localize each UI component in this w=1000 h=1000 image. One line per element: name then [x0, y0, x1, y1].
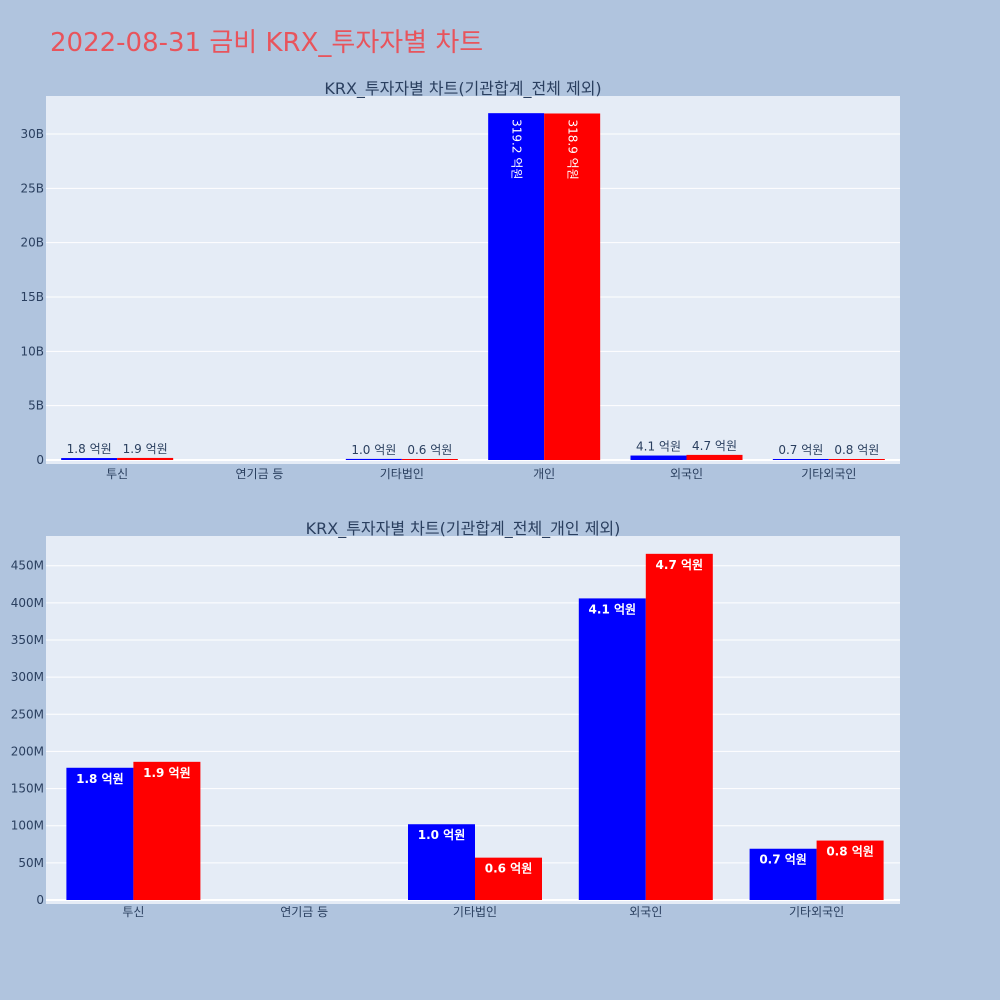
bar-value-label: 1.8 억원	[76, 772, 124, 786]
y-tick-label: 150M	[11, 782, 44, 796]
x-tick-label: 기타외국인	[789, 905, 844, 919]
bar-value-label: 0.6 억원	[485, 862, 533, 876]
x-tick-label: 연기금 등	[236, 467, 284, 481]
plot-area	[46, 96, 900, 464]
bar	[401, 459, 458, 460]
y-tick-label: 15B	[20, 290, 44, 304]
y-tick-label: 200M	[11, 744, 44, 758]
bar	[66, 767, 134, 900]
y-tick-label: 0	[36, 893, 44, 907]
bar	[544, 113, 601, 461]
bar-value-label: 319.2 억원	[510, 119, 524, 179]
y-tick-label: 50M	[18, 856, 44, 870]
chart-title: KRX_투자자별 차트(기관합계_전체_개인 제외)	[306, 519, 621, 539]
bar	[828, 459, 885, 460]
y-tick-label: 25B	[20, 181, 44, 195]
y-tick-label: 450M	[11, 559, 44, 573]
y-tick-label: 100M	[11, 819, 44, 833]
x-tick-label: 기타법인	[453, 905, 497, 919]
x-tick-label: 외국인	[670, 467, 703, 481]
x-tick-label: 개인	[533, 467, 555, 481]
x-tick-label: 기타외국인	[801, 467, 856, 481]
bar-value-label: 0.6 억원	[407, 443, 452, 457]
bar	[133, 761, 201, 900]
bar	[117, 457, 174, 460]
bar	[61, 458, 118, 460]
bar-value-label: 0.7 억원	[759, 853, 807, 867]
bar-value-label: 1.8 억원	[67, 442, 112, 456]
y-tick-label: 350M	[11, 633, 44, 647]
y-tick-label: 5B	[28, 399, 44, 413]
y-tick-label: 30B	[20, 127, 44, 141]
bar-value-label: 318.9 억원	[566, 119, 580, 179]
bar-value-label: 0.8 억원	[834, 443, 879, 457]
bar-value-label: 0.7 억원	[778, 443, 823, 457]
x-tick-label: 외국인	[629, 905, 662, 919]
bar-value-label: 4.7 억원	[656, 558, 704, 572]
bar-value-label: 1.9 억원	[143, 766, 191, 780]
bar-value-label: 0.8 억원	[826, 845, 874, 859]
bar	[408, 824, 475, 900]
y-tick-label: 400M	[11, 596, 44, 610]
bar	[345, 458, 402, 460]
y-tick-label: 0	[36, 453, 44, 467]
bar-value-label: 1.0 억원	[418, 828, 466, 842]
page-title: 2022-08-31 금비 KRX_투자자별 차트	[50, 28, 484, 58]
bar-value-label: 4.1 억원	[589, 602, 637, 616]
bar	[630, 455, 687, 460]
bar-value-label: 1.0 억원	[351, 443, 396, 457]
chart-investor-incl-individual: KRX_투자자별 차트(기관합계_전체 제외) 0 5B 10B 15B 20B 25B 30…	[20, 79, 900, 481]
bar	[816, 840, 884, 900]
bar-value-label: 4.1 억원	[636, 440, 681, 454]
bar	[749, 848, 817, 900]
bar	[772, 459, 829, 460]
bar	[645, 553, 713, 900]
x-tick-label: 연기금 등	[280, 905, 328, 919]
y-tick-label: 250M	[11, 707, 44, 721]
x-tick-label: 투신	[106, 467, 128, 481]
bar	[578, 598, 646, 900]
bar	[488, 113, 545, 461]
chart-investor-excl-individual: KRX_투자자별 차트(기관합계_전체_개인 제외) 0 50M 100M 150M 20…	[11, 519, 900, 919]
chart-title: KRX_투자자별 차트(기관합계_전체 제외)	[324, 79, 601, 99]
bar-value-label: 1.9 억원	[123, 442, 168, 456]
bar	[475, 857, 542, 900]
bar-value-label: 4.7 억원	[692, 439, 737, 453]
x-tick-label: 투신	[122, 905, 144, 919]
y-tick-label: 20B	[20, 236, 44, 250]
bar	[686, 454, 743, 460]
y-tick-label: 10B	[20, 344, 44, 358]
y-tick-label: 300M	[11, 670, 44, 684]
x-tick-label: 기타법인	[380, 467, 424, 481]
